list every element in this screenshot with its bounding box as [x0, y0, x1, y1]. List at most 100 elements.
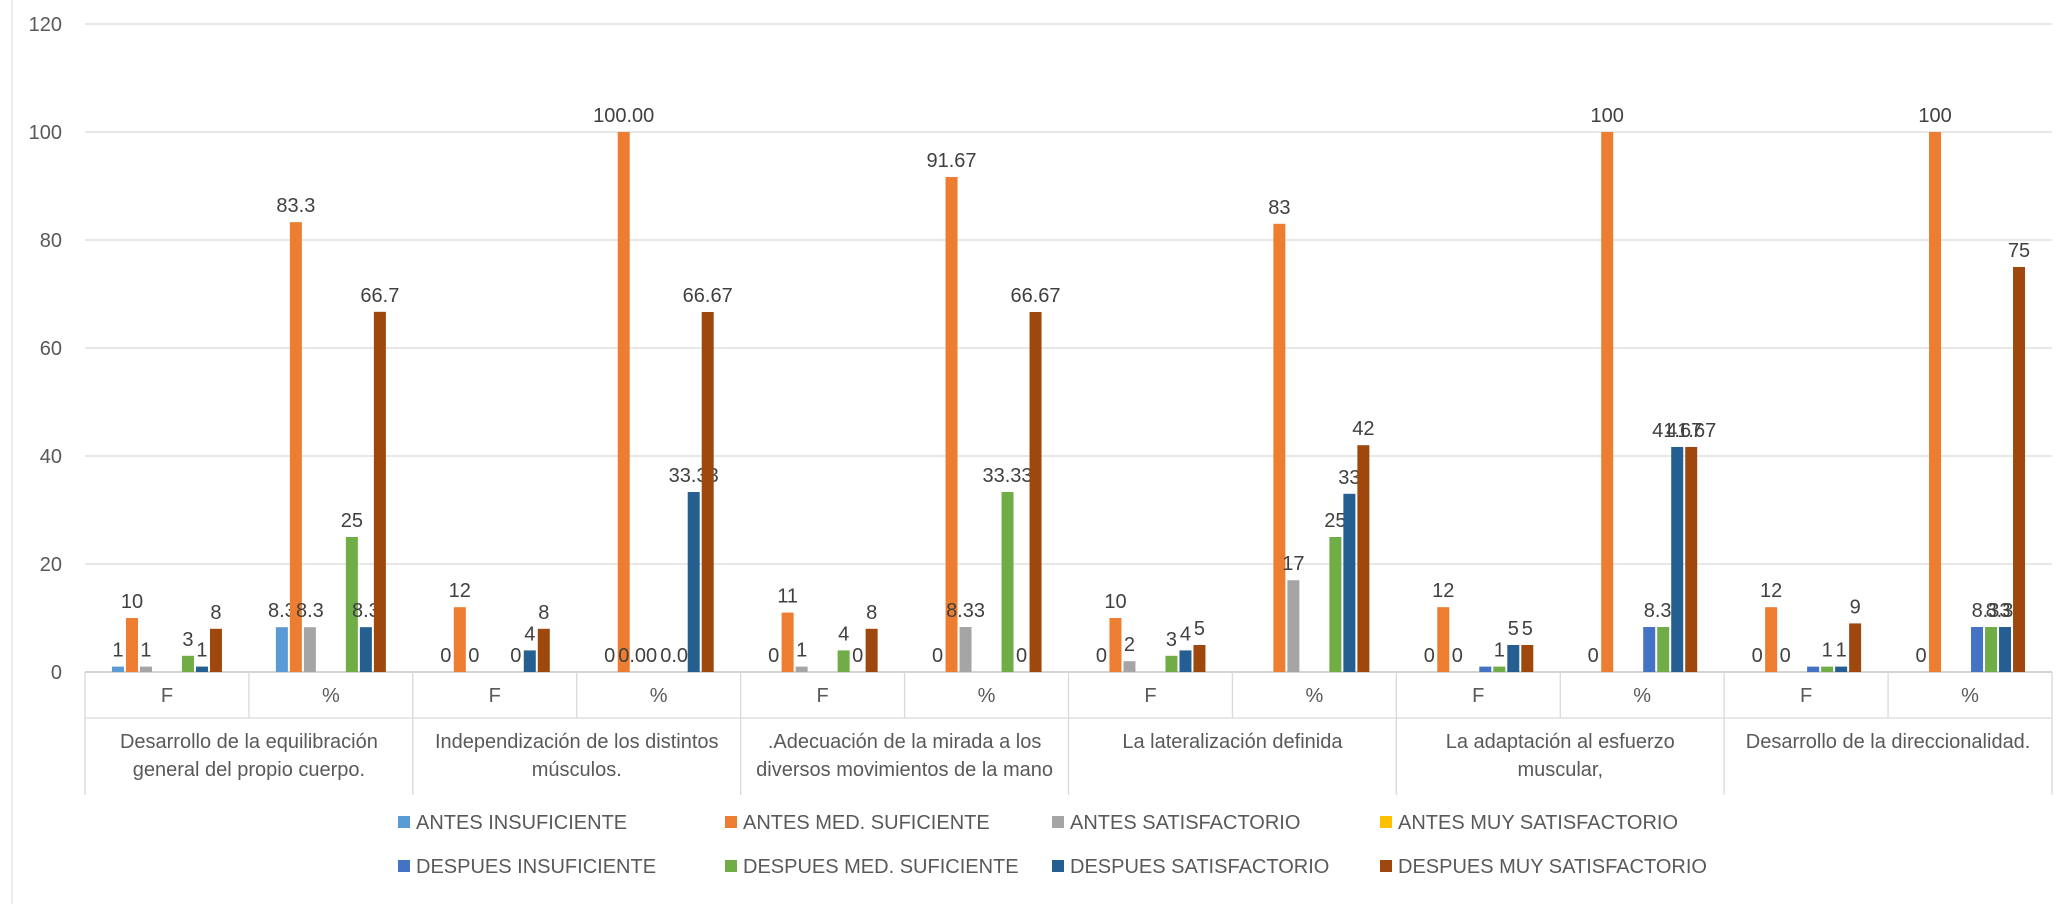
subcategory-label: % — [650, 685, 668, 707]
data-label: 91.67 — [927, 150, 977, 172]
data-label: 2 — [1124, 634, 1135, 656]
data-label: 12 — [449, 580, 471, 602]
data-label: 1 — [112, 640, 123, 662]
data-label: 0 — [604, 645, 615, 667]
bar — [687, 492, 700, 672]
data-label: 5 — [1522, 618, 1533, 640]
legend-swatch — [398, 860, 410, 872]
legend-label: DESPUES MED. SUFICIENTE — [743, 856, 1019, 878]
bar — [1343, 493, 1356, 672]
y-tick-label: 60 — [40, 338, 62, 360]
bar — [1671, 446, 1684, 672]
data-label: 0 — [1016, 645, 1027, 667]
data-label: 0 — [510, 645, 521, 667]
bar — [1821, 666, 1834, 672]
data-label: 0 — [1096, 645, 1107, 667]
bar — [1437, 607, 1450, 672]
data-label: 5 — [1194, 618, 1205, 640]
legend-swatch — [1052, 816, 1064, 828]
y-tick-label: 120 — [29, 14, 62, 36]
data-label: 0 — [1915, 645, 1926, 667]
legend-label: ANTES MED. SUFICIENTE — [743, 812, 990, 834]
legend-label: ANTES MUY SATISFACTORIO — [1398, 812, 1678, 834]
data-label: 0 — [468, 645, 479, 667]
data-label: 4 — [838, 623, 849, 645]
bar — [1971, 627, 1984, 672]
bar — [1329, 537, 1342, 672]
data-label: 0 — [1752, 645, 1763, 667]
data-label: 100 — [1591, 105, 1624, 127]
bar — [1029, 311, 1042, 672]
data-label: 75 — [2008, 240, 2030, 262]
bar — [1109, 618, 1122, 672]
subcategory-label: F — [161, 685, 173, 707]
subcategory-label: % — [978, 685, 996, 707]
bar — [111, 666, 124, 672]
bar — [1765, 607, 1778, 672]
bar — [181, 655, 194, 672]
group-label: Independización de los distintos — [435, 731, 719, 753]
data-label: 4 — [524, 623, 535, 645]
bar — [1287, 580, 1300, 672]
legend-label: DESPUES MUY SATISFACTORIO — [1398, 856, 1707, 878]
bar — [303, 627, 316, 672]
group-label: diversos movimientos de la mano — [756, 759, 1053, 781]
y-tick-label: 100 — [29, 122, 62, 144]
bar — [1685, 446, 1698, 672]
data-label: 12 — [1432, 580, 1454, 602]
data-label: 1 — [196, 640, 207, 662]
bar — [1493, 666, 1506, 672]
group-label: .Adecuación de la mirada a los — [768, 731, 1042, 753]
subcategory-label: F — [489, 685, 501, 707]
legend-label: DESPUES INSUFICIENTE — [416, 856, 656, 878]
data-label: 100 — [1918, 105, 1951, 127]
data-label: 12 — [1760, 580, 1782, 602]
bar — [289, 222, 302, 672]
data-label: 42 — [1352, 418, 1374, 440]
data-label: 8 — [538, 602, 549, 624]
legend-swatch — [725, 816, 737, 828]
data-label: 10 — [121, 591, 143, 613]
data-label: 1 — [1822, 640, 1833, 662]
bar — [1179, 650, 1192, 672]
data-label: 8.3 — [268, 600, 296, 622]
bar — [795, 666, 808, 672]
legend-swatch — [1380, 860, 1392, 872]
legend-swatch — [725, 860, 737, 872]
bar — [1479, 666, 1492, 672]
bar — [453, 607, 466, 672]
data-label: 0 — [1780, 645, 1791, 667]
bar — [945, 176, 958, 672]
bar — [1165, 655, 1178, 672]
bar — [1193, 645, 1206, 672]
y-tick-label: 80 — [40, 230, 62, 252]
bar — [1507, 645, 1520, 672]
subcategory-label: % — [1305, 685, 1323, 707]
bar — [2013, 267, 2026, 672]
data-label: 3 — [1166, 629, 1177, 651]
group-label: Desarrollo de la direccionalidad. — [1746, 731, 2031, 753]
bar — [1849, 623, 1862, 672]
data-label: 0 — [932, 645, 943, 667]
data-label: 0.00 — [618, 645, 657, 667]
data-label: 100.00 — [593, 105, 654, 127]
group-label: muscular, — [1517, 759, 1603, 781]
legend-swatch — [1052, 860, 1064, 872]
data-label: 8.33 — [946, 600, 985, 622]
group-label: La lateralización definida — [1122, 731, 1343, 753]
data-label: 25 — [341, 510, 363, 532]
data-label: 11 — [777, 586, 798, 608]
subcategory-label: % — [1633, 685, 1651, 707]
bar — [345, 537, 358, 672]
data-label: 66.7 — [360, 285, 399, 307]
data-label: 33.33 — [983, 465, 1033, 487]
y-tick-label: 40 — [40, 446, 62, 468]
data-label: 17 — [1282, 553, 1304, 575]
bar — [1835, 666, 1848, 672]
bar — [1357, 445, 1370, 672]
bar — [1929, 132, 1942, 672]
subcategory-label: F — [1800, 685, 1812, 707]
bar — [1643, 627, 1656, 672]
bar — [959, 627, 972, 672]
